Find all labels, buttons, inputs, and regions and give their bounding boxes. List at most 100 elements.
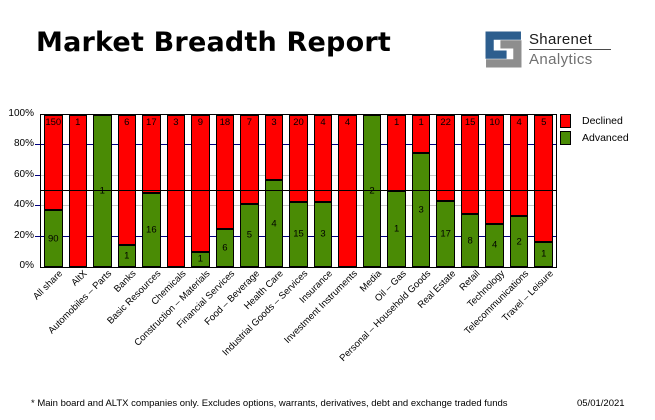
bar-Basic Resources: 17 16 xyxy=(142,115,161,267)
declined-value-label: 5 xyxy=(541,117,547,128)
declined-value-label: 7 xyxy=(246,117,253,128)
declined-value-label: 17 xyxy=(146,117,157,128)
advanced-value-label: 4 xyxy=(492,239,498,251)
advanced-segment: 6 xyxy=(215,229,235,267)
breadth-chart-plot-area: 150 90 1 1 6 1 17 16 3 9 1 18 6 7 5 3 4 20 15 4 3 4 2 1 1 1 3 22 17 1… xyxy=(40,114,557,268)
declined-value-label: 20 xyxy=(293,117,304,128)
advanced-segment: 3 xyxy=(313,201,333,267)
declined-segment: 17 xyxy=(142,115,161,194)
declined-value-label: 3 xyxy=(271,117,277,128)
declined-segment: 9 xyxy=(191,115,210,252)
bar-Automobiles – Parts: 1 xyxy=(93,115,112,267)
sharenet-logo-icon xyxy=(485,31,522,68)
bar-AltX: 1 xyxy=(68,115,88,267)
advanced-value-label: 1 xyxy=(124,250,130,262)
advanced-value-label: 1 xyxy=(393,223,400,235)
declined-value-label: 4 xyxy=(344,117,351,128)
bar-Travel – Leisure: 51 xyxy=(534,115,553,267)
x-axis-label: All share xyxy=(31,268,66,303)
declined-segment: 22 xyxy=(436,115,455,201)
declined-value-label: 3 xyxy=(173,117,179,128)
advanced-segment: 2 xyxy=(509,216,529,267)
declined-value-label: 9 xyxy=(197,117,204,128)
advanced-segment: 1 xyxy=(117,245,137,267)
advanced-value-label: 16 xyxy=(146,224,157,236)
y-tick-label-20: 20% xyxy=(13,229,34,241)
advanced-value-label: 1 xyxy=(541,248,547,260)
advanced-value-label: 2 xyxy=(516,235,522,247)
advanced-segment: 2 xyxy=(362,115,382,267)
declined-value-label: 15 xyxy=(464,117,476,128)
page-title: Market Breadth Report xyxy=(36,27,391,58)
advanced-segment: 4 xyxy=(264,180,284,267)
advanced-segment: 5 xyxy=(240,203,259,267)
declined-segment: 6 xyxy=(117,115,137,246)
advanced-value-label: 8 xyxy=(467,234,473,246)
legend-label-advanced: Advanced xyxy=(582,131,629,144)
declined-segment: 4 xyxy=(313,115,333,202)
legend-item-advanced: Advanced xyxy=(560,129,629,146)
declined-value-label: 22 xyxy=(440,117,451,128)
bar-Food – Beverage: 75 xyxy=(240,115,259,267)
advanced-segment: 8 xyxy=(460,214,480,267)
logo-subtitle: Analytics xyxy=(529,51,593,68)
advanced-segment: 16 xyxy=(142,193,161,267)
advanced-segment: 3 xyxy=(411,153,431,267)
advanced-segment: 1 xyxy=(93,115,112,267)
bar-Real Estate: 22 17 xyxy=(436,115,455,267)
logo-divider xyxy=(529,49,611,50)
advanced-segment: 15 xyxy=(289,201,308,267)
declined-swatch-icon xyxy=(560,113,571,128)
advanced-value-label: 5 xyxy=(246,229,253,241)
declined-segment: 5 xyxy=(534,115,553,242)
declined-value-label: 6 xyxy=(124,117,130,128)
declined-segment: 7 xyxy=(240,115,259,204)
declined-segment: 20 xyxy=(289,115,308,202)
y-tick-label-100: 100% xyxy=(8,108,34,119)
declined-segment: 18 xyxy=(215,115,235,229)
advanced-segment: 17 xyxy=(436,200,455,267)
declined-value-label: 18 xyxy=(219,117,231,128)
report-date: 05/01/2021 xyxy=(577,398,625,409)
sharenet-logo: Sharenet Analytics xyxy=(485,31,611,68)
advanced-value-label: 2 xyxy=(369,185,375,197)
bar-Personal – Household Goods: 13 xyxy=(411,115,431,267)
declined-segment: 150 xyxy=(44,115,63,210)
advanced-value-label: 4 xyxy=(271,217,277,229)
bar-Investment Instruments: 4 xyxy=(338,115,357,267)
y-tick-mark xyxy=(35,205,40,207)
advanced-value-label: 17 xyxy=(440,228,451,240)
y-tick-label-60: 60% xyxy=(13,168,34,180)
y-tick-mark xyxy=(35,174,40,176)
bar-Chemicals: 3 xyxy=(166,115,186,267)
bar-Technology: 10 4 xyxy=(485,115,504,267)
advanced-segment: 1 xyxy=(387,191,406,267)
bar-Oil – Gas: 11 xyxy=(387,115,406,267)
legend-label-declined: Declined xyxy=(582,114,623,127)
advanced-value-label: 15 xyxy=(293,228,304,240)
declined-value-label: 4 xyxy=(320,117,326,128)
declined-value-label: 1 xyxy=(393,117,400,128)
advanced-segment: 1 xyxy=(191,251,210,267)
declined-value-label: 1 xyxy=(418,117,424,128)
advanced-segment: 90 xyxy=(44,210,63,267)
x-axis-label: AltX xyxy=(69,268,90,289)
bar-Media: 2 xyxy=(362,115,382,267)
declined-value-label: 10 xyxy=(489,117,500,128)
bar-All share: 150 90 xyxy=(44,115,63,267)
declined-value-label: 150 xyxy=(45,117,62,128)
legend-item-declined: Declined xyxy=(560,112,629,129)
logo-name: Sharenet xyxy=(529,31,593,48)
declined-value-label: 1 xyxy=(75,117,81,128)
advanced-value-label: 3 xyxy=(418,204,424,216)
advanced-value-label: 90 xyxy=(47,232,59,244)
bar-Health Care: 34 xyxy=(264,115,284,267)
declined-segment: 4 xyxy=(509,115,529,217)
advanced-segment: 4 xyxy=(485,223,504,267)
declined-segment: 10 xyxy=(485,115,504,224)
advanced-segment: 1 xyxy=(534,241,553,267)
advanced-value-label: 3 xyxy=(320,228,326,240)
advanced-swatch-icon xyxy=(560,130,571,145)
declined-value-label: 4 xyxy=(516,117,522,128)
